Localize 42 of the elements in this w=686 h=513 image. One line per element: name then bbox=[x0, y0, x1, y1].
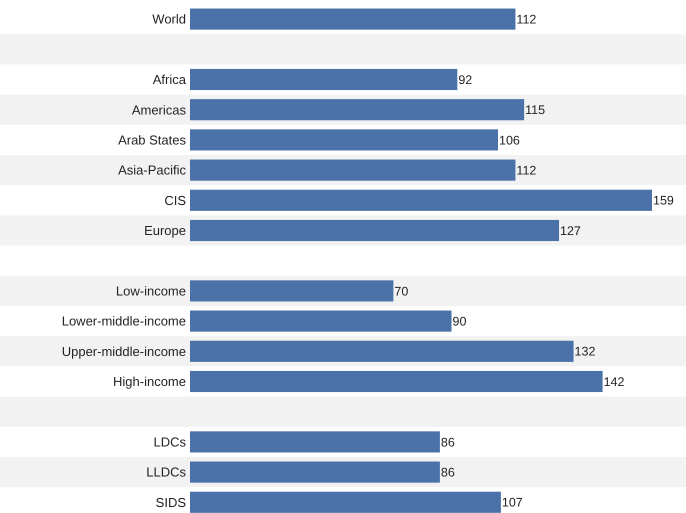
y-tick-label: Americas bbox=[132, 102, 186, 118]
y-tick-label: Europe bbox=[144, 223, 186, 238]
data-label: 86 bbox=[440, 435, 455, 450]
y-tick-label: Arab States bbox=[118, 132, 186, 148]
data-label: 142 bbox=[604, 374, 625, 389]
bar bbox=[190, 370, 603, 392]
data-label: 107 bbox=[502, 496, 523, 510]
bar bbox=[190, 99, 524, 120]
bar bbox=[190, 340, 574, 362]
bar bbox=[190, 190, 652, 211]
y-tick-label: Lower-middle-income bbox=[62, 314, 186, 329]
data-label: 132 bbox=[574, 344, 596, 359]
bar bbox=[190, 129, 498, 150]
data-label: 70 bbox=[394, 284, 408, 298]
data-label: 86 bbox=[440, 465, 455, 480]
bar bbox=[190, 431, 440, 452]
y-tick-label: Asia-Pacific bbox=[118, 162, 186, 178]
data-label: 92 bbox=[458, 72, 472, 87]
y-tick-label: Africa bbox=[152, 72, 187, 88]
bar bbox=[190, 310, 452, 332]
data-label: 115 bbox=[525, 103, 546, 118]
y-tick-label: High-income bbox=[113, 374, 186, 390]
bar bbox=[190, 160, 516, 181]
y-tick-label: Upper-middle-income bbox=[62, 344, 186, 359]
y-tick-label: SIDS bbox=[156, 494, 186, 510]
y-tick-label: LLDCs bbox=[146, 464, 186, 480]
data-label: 127 bbox=[560, 224, 581, 238]
bar bbox=[190, 492, 501, 513]
y-tick-label: Low-income bbox=[116, 283, 186, 298]
data-label: 106 bbox=[499, 133, 520, 148]
data-label: 159 bbox=[653, 194, 674, 208]
bar bbox=[190, 280, 394, 302]
y-tick-label: CIS bbox=[164, 192, 186, 208]
data-label: 112 bbox=[516, 12, 536, 26]
data-label: 112 bbox=[516, 163, 536, 178]
y-tick-label: LDCs bbox=[153, 434, 186, 450]
data-label: 90 bbox=[452, 314, 466, 328]
bar bbox=[190, 68, 458, 90]
bar bbox=[190, 220, 560, 242]
bar bbox=[190, 8, 516, 30]
bar bbox=[190, 462, 440, 483]
y-tick-label: World bbox=[152, 12, 186, 27]
